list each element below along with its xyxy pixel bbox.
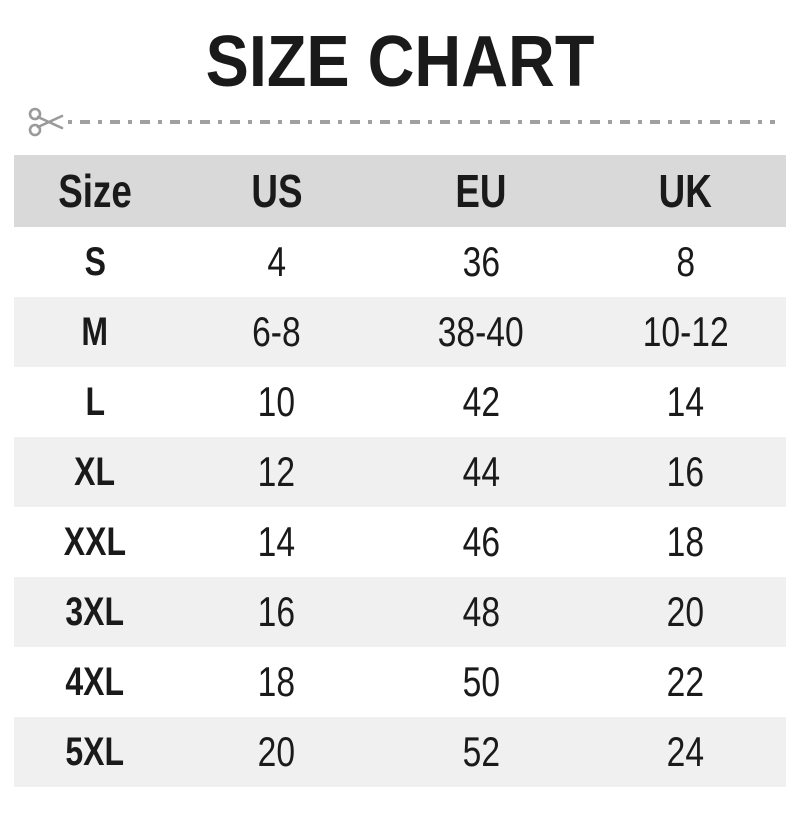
size-value: 8 xyxy=(676,238,695,285)
value-cell: 20 xyxy=(585,577,786,647)
value-cell: 52 xyxy=(377,717,585,787)
size-value: 12 xyxy=(257,448,296,495)
value-cell: 22 xyxy=(585,647,786,717)
size-cell: XL xyxy=(14,437,176,507)
size-value: 24 xyxy=(666,728,705,775)
value-cell: 46 xyxy=(377,507,585,577)
title-section: SIZE CHART xyxy=(0,22,800,102)
size-value: 6-8 xyxy=(252,308,301,355)
size-value: 10 xyxy=(257,378,296,425)
size-table-body: S 4 36 8 M 6-8 38-40 10-12 L 10 42 14 XL 12 44 16 XXL 14 4… xyxy=(14,227,786,787)
value-cell: 4 xyxy=(176,227,377,297)
dashed-cut-line xyxy=(68,120,775,124)
size-value: 38-40 xyxy=(438,308,525,355)
table-header-row: Size US EU UK xyxy=(14,155,786,227)
table-row: 3XL 16 48 20 xyxy=(14,577,786,647)
page-title: SIZE CHART xyxy=(205,22,595,102)
column-header-eu: EU xyxy=(376,155,586,227)
size-conversion-table: Size US EU UK S 4 36 8 M 6-8 38-40 10-12 L 10 42 14… xyxy=(14,155,786,787)
value-cell: 18 xyxy=(176,647,377,717)
size-cell: 4XL xyxy=(14,647,176,717)
size-value: 14 xyxy=(666,378,705,425)
size-label: 5XL xyxy=(65,729,125,774)
size-label: L xyxy=(85,379,105,424)
table-row: 4XL 18 50 22 xyxy=(14,647,786,717)
size-value: 20 xyxy=(257,728,296,775)
column-header-uk: UK xyxy=(585,155,786,227)
size-label: XXL xyxy=(63,519,127,564)
size-cell: M xyxy=(14,297,176,367)
value-cell: 6-8 xyxy=(176,297,377,367)
value-cell: 50 xyxy=(377,647,585,717)
size-cell: S xyxy=(14,227,176,297)
value-cell: 42 xyxy=(377,367,585,437)
value-cell: 14 xyxy=(176,507,377,577)
value-cell: 48 xyxy=(377,577,585,647)
column-header-size: Size xyxy=(14,155,177,227)
column-header-us: US xyxy=(176,155,377,227)
size-label: 4XL xyxy=(65,659,125,704)
size-value: 4 xyxy=(267,238,286,285)
size-value: 10-12 xyxy=(642,308,729,355)
size-value: 46 xyxy=(462,518,500,565)
size-value: 16 xyxy=(666,448,705,495)
table-row: XL 12 44 16 xyxy=(14,437,786,507)
value-cell: 36 xyxy=(377,227,585,297)
value-cell: 10-12 xyxy=(585,297,786,367)
table-row: L 10 42 14 xyxy=(14,367,786,437)
cut-here-line xyxy=(28,102,775,142)
table-row: S 4 36 8 xyxy=(14,227,786,297)
value-cell: 16 xyxy=(176,577,377,647)
size-value: 50 xyxy=(462,658,500,705)
value-cell: 8 xyxy=(585,227,786,297)
size-value: 36 xyxy=(462,238,500,285)
size-value: 14 xyxy=(257,518,296,565)
size-value: 44 xyxy=(462,448,500,495)
size-value: 22 xyxy=(666,658,705,705)
size-label: S xyxy=(84,239,106,284)
value-cell: 20 xyxy=(176,717,377,787)
table-row: M 6-8 38-40 10-12 xyxy=(14,297,786,367)
size-label: M xyxy=(81,309,109,354)
table-row: XXL 14 46 18 xyxy=(14,507,786,577)
value-cell: 16 xyxy=(585,437,786,507)
size-cell: XXL xyxy=(14,507,176,577)
size-value: 52 xyxy=(462,728,500,775)
size-value: 18 xyxy=(257,658,296,705)
size-value: 20 xyxy=(666,588,705,635)
size-label: XL xyxy=(74,449,116,494)
size-cell: 3XL xyxy=(14,577,176,647)
table-row: 5XL 20 52 24 xyxy=(14,717,786,787)
value-cell: 38-40 xyxy=(377,297,585,367)
size-label: 3XL xyxy=(65,589,125,634)
value-cell: 14 xyxy=(585,367,786,437)
value-cell: 10 xyxy=(176,367,377,437)
value-cell: 44 xyxy=(377,437,585,507)
size-cell: 5XL xyxy=(14,717,176,787)
size-value: 42 xyxy=(462,378,500,425)
value-cell: 24 xyxy=(585,717,786,787)
size-cell: L xyxy=(14,367,176,437)
scissors-icon xyxy=(28,105,64,139)
size-value: 16 xyxy=(257,588,296,635)
value-cell: 12 xyxy=(176,437,377,507)
value-cell: 18 xyxy=(585,507,786,577)
size-value: 18 xyxy=(666,518,705,565)
size-value: 48 xyxy=(462,588,500,635)
